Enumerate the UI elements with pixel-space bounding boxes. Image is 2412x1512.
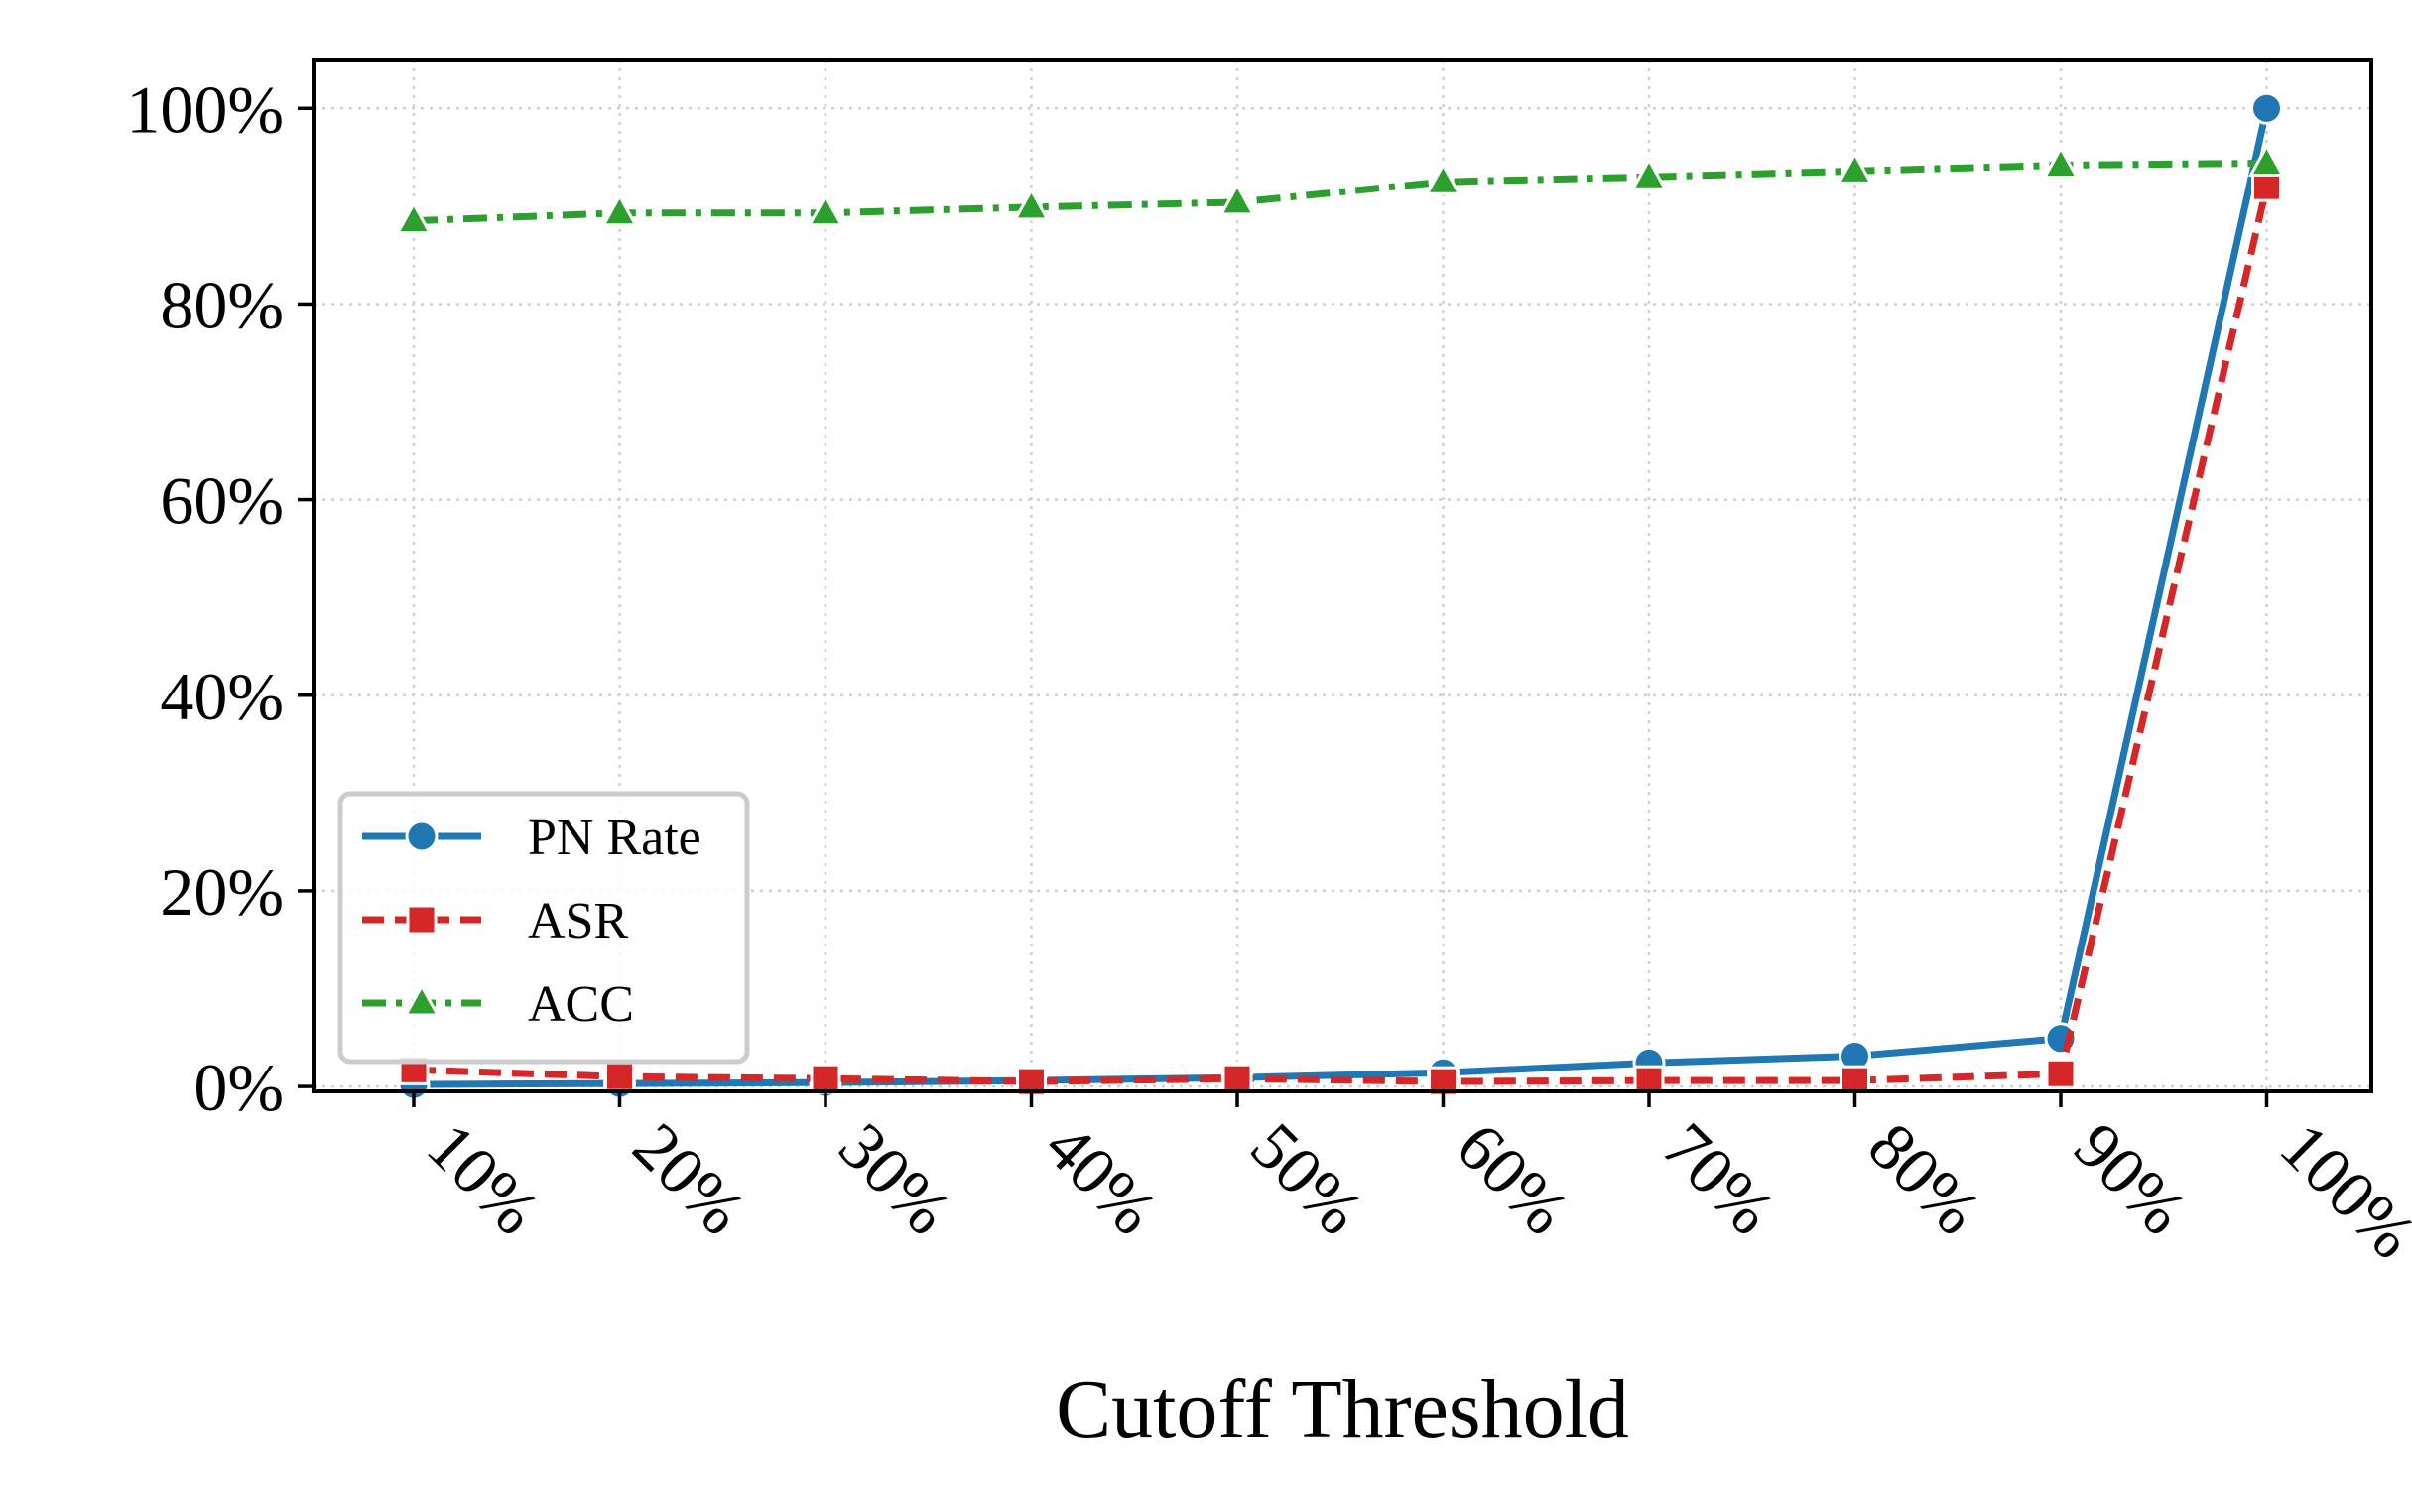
data-point-acc <box>395 200 433 235</box>
data-point-acc <box>1012 187 1051 221</box>
x-tick-label: 70% <box>1648 1108 1789 1249</box>
data-point-acc <box>600 192 639 227</box>
y-tick-label: 20% <box>160 854 284 930</box>
legend-entry-acc: ACC <box>362 976 634 1033</box>
data-point-acc <box>807 192 844 227</box>
data-point-asr <box>810 1063 841 1094</box>
legend-marker-asr <box>406 904 438 936</box>
data-point-asr <box>2251 171 2282 202</box>
series-acc <box>395 143 2286 235</box>
x-tick-label: 90% <box>2060 1108 2201 1249</box>
data-point-asr <box>604 1061 635 1092</box>
legend-entry-asr: ASR <box>362 893 628 949</box>
y-tick-label: 100% <box>126 71 284 147</box>
data-point-acc <box>1424 162 1462 195</box>
y-tick-label: 40% <box>160 659 284 734</box>
legend-label-acc: ACC <box>528 976 634 1033</box>
x-tick-label: 50% <box>1236 1108 1377 1249</box>
data-point-acc <box>1218 182 1256 216</box>
data-point-acc <box>1836 151 1874 185</box>
series-line-pn-rate <box>413 107 2270 1088</box>
plot-frame <box>312 58 2373 1093</box>
legend-marker-acc <box>403 982 441 1017</box>
series-line-asr <box>413 186 2270 1085</box>
legend-label-pn-rate: PN Rate <box>528 810 701 866</box>
x-axis-title: Cutoff Threshold <box>1056 1363 1629 1455</box>
legend-entry-pn-rate: PN Rate <box>362 810 701 866</box>
x-tick-label: 100% <box>2266 1108 2412 1273</box>
legend: PN Rate ASR ACC <box>337 791 750 1065</box>
legend-label-asr: ASR <box>528 893 628 949</box>
data-point-acc <box>2042 145 2080 179</box>
legend-marker-pn-rate <box>405 819 439 853</box>
series-line-acc <box>413 159 2267 225</box>
data-point-asr <box>2045 1058 2077 1089</box>
x-tick-label: 20% <box>619 1108 760 1249</box>
x-tick-label: 30% <box>825 1108 965 1249</box>
data-point-acc <box>2247 143 2286 177</box>
legend-box <box>337 791 750 1065</box>
series-lines <box>395 91 2286 1101</box>
x-tick-label: 60% <box>1443 1108 1584 1249</box>
data-point-pn-rate <box>2250 91 2283 125</box>
x-tick-label: 80% <box>1854 1108 1995 1249</box>
y-tick-label: 60% <box>160 463 284 539</box>
x-tick-label: 40% <box>1031 1108 1172 1249</box>
x-tick-label: 10% <box>413 1108 554 1249</box>
y-tick-label: 80% <box>160 267 284 342</box>
y-tick-label: 0% <box>193 1050 284 1125</box>
data-point-asr <box>1221 1063 1253 1094</box>
data-point-acc <box>1630 157 1668 190</box>
